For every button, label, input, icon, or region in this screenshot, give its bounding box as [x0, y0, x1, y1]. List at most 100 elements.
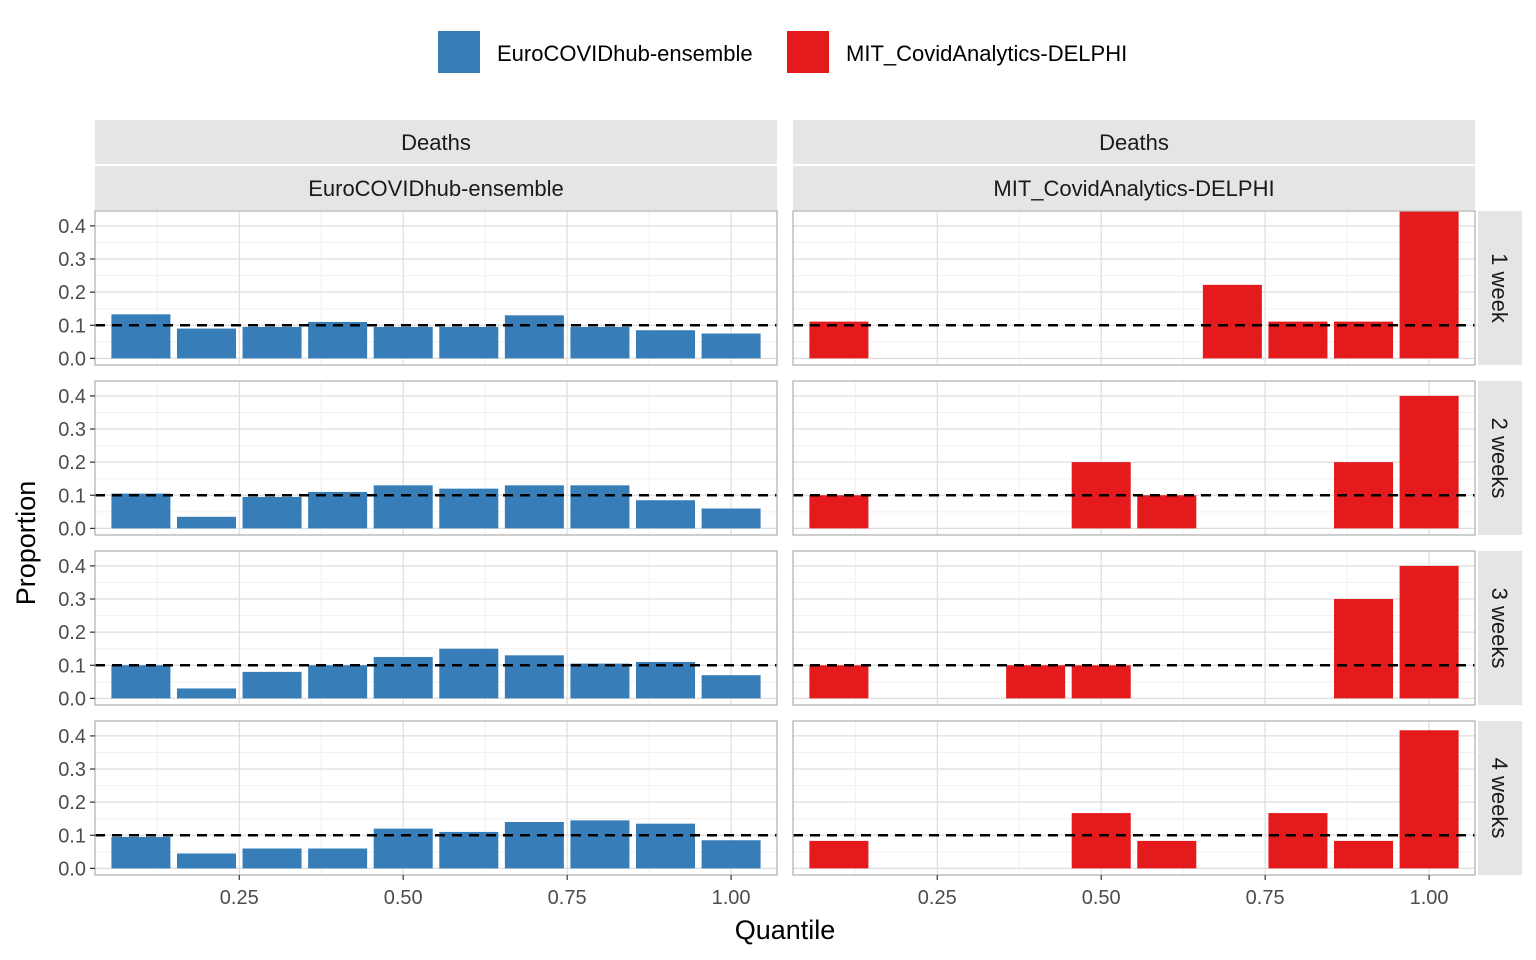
- bar: [439, 648, 499, 699]
- row-strip-1: 1 week: [1487, 253, 1512, 324]
- bar: [570, 820, 630, 869]
- bar: [504, 655, 564, 699]
- bar: [1334, 599, 1394, 699]
- legend-label-ensemble: EuroCOVIDhub-ensemble: [497, 41, 753, 66]
- bar: [570, 326, 630, 359]
- bar: [504, 822, 564, 869]
- bar: [176, 516, 236, 529]
- bar: [701, 675, 761, 699]
- strip-bottom-left-bg: [95, 166, 777, 210]
- y-tick-label: 0.4: [58, 556, 86, 578]
- panel-border: [94, 380, 778, 536]
- bar: [701, 333, 761, 359]
- x-tick-label: 0.75: [1246, 887, 1285, 909]
- bar: [701, 508, 761, 529]
- bar: [1268, 813, 1328, 869]
- panel-border: [94, 720, 778, 876]
- panel-border: [792, 720, 1476, 876]
- bar: [570, 663, 630, 699]
- panel-3-1: 0.0 0.1 0.2 0.3 0.4: [58, 550, 778, 710]
- bar: [111, 314, 171, 359]
- bar: [111, 836, 171, 869]
- legend-label-delphi: MIT_CovidAnalytics-DELPHI: [846, 41, 1127, 66]
- y-tick-label: 0.2: [58, 622, 86, 644]
- bar: [1137, 840, 1197, 869]
- bar: [242, 848, 302, 869]
- bar: [439, 831, 499, 869]
- bar: [570, 485, 630, 529]
- bar: [701, 840, 761, 869]
- row-strip-2-bg: [1478, 381, 1522, 535]
- strip-top-left: Deaths: [401, 130, 471, 155]
- y-axis-title: Proportion: [11, 481, 41, 606]
- legend-swatch-delphi: [787, 31, 829, 73]
- legend-swatch-ensemble: [438, 31, 480, 73]
- panel-1-1: 0.0 0.1 0.2 0.3 0.4: [58, 210, 778, 370]
- y-tick-label: 0.3: [58, 759, 86, 781]
- y-tick-label: 0.3: [58, 589, 86, 611]
- bar: [373, 485, 433, 529]
- bar: [1334, 840, 1394, 869]
- bar: [1334, 321, 1394, 359]
- row-strips: 1 week 2 weeks 3 weeks 4 weeks: [1478, 211, 1522, 875]
- bar: [1071, 813, 1131, 869]
- panel-border: [94, 210, 778, 366]
- bar: [176, 853, 236, 869]
- bar: [1399, 730, 1459, 869]
- row-strip-1-bg: [1478, 211, 1522, 365]
- bar: [809, 321, 869, 359]
- panel-2-1: 0.0 0.1 0.2 0.3 0.4: [58, 380, 778, 540]
- bar: [111, 493, 171, 529]
- panel-border: [94, 550, 778, 706]
- row-strip-3: 3 weeks: [1487, 588, 1512, 669]
- bar: [373, 326, 433, 359]
- x-axis-title: Quantile: [735, 915, 836, 945]
- bar: [636, 500, 696, 529]
- y-tick-label: 0.4: [58, 386, 86, 408]
- y-tick-label: 0.1: [58, 655, 86, 677]
- bar: [242, 326, 302, 359]
- bar: [1268, 321, 1328, 359]
- row-strip-4-bg: [1478, 721, 1522, 875]
- y-tick-label: 0.2: [58, 452, 86, 474]
- y-tick-label: 0.4: [58, 216, 86, 238]
- y-tick-label: 0.0: [58, 858, 86, 880]
- bar: [242, 671, 302, 699]
- strip-top-right: Deaths: [1099, 130, 1169, 155]
- bar: [1202, 284, 1262, 359]
- strip-bottom-left: EuroCOVIDhub-ensemble: [308, 176, 564, 201]
- x-tick-label: 0.75: [548, 887, 587, 909]
- panel-3-2: [792, 550, 1476, 706]
- legend: EuroCOVIDhub-ensemble MIT_CovidAnalytics…: [438, 31, 1127, 73]
- panel-border: [792, 210, 1476, 366]
- bar: [373, 656, 433, 699]
- bar: [1006, 665, 1066, 699]
- strip-top-right-bg: [793, 120, 1475, 164]
- bar: [1399, 211, 1459, 359]
- bar: [439, 326, 499, 359]
- bar: [308, 665, 368, 699]
- y-tick-label: 0.0: [58, 688, 86, 710]
- strip-bottom-right: MIT_CovidAnalytics-DELPHI: [993, 176, 1274, 201]
- bar: [1137, 495, 1197, 529]
- x-tick-label: 1.00: [1410, 887, 1449, 909]
- panel-2-2: [792, 380, 1476, 536]
- bar: [636, 823, 696, 869]
- y-tick-label: 0.2: [58, 282, 86, 304]
- bar: [242, 496, 302, 529]
- y-tick-label: 0.0: [58, 348, 86, 370]
- y-tick-label: 0.4: [58, 726, 86, 748]
- bar: [308, 848, 368, 869]
- y-tick-label: 0.1: [58, 315, 86, 337]
- y-tick-label: 0.1: [58, 485, 86, 507]
- x-tick-label: 0.25: [220, 887, 259, 909]
- bar: [504, 485, 564, 529]
- bar: [636, 330, 696, 359]
- column-strips: Deaths EuroCOVIDhub-ensemble Deaths MIT_…: [95, 120, 1475, 210]
- x-tick-label: 0.25: [918, 887, 957, 909]
- y-tick-label: 0.3: [58, 249, 86, 271]
- bar: [809, 840, 869, 869]
- bar: [176, 688, 236, 699]
- panels: 0.00.10.20.30.40.00.10.20.30.40.00.10.20…: [58, 210, 1476, 909]
